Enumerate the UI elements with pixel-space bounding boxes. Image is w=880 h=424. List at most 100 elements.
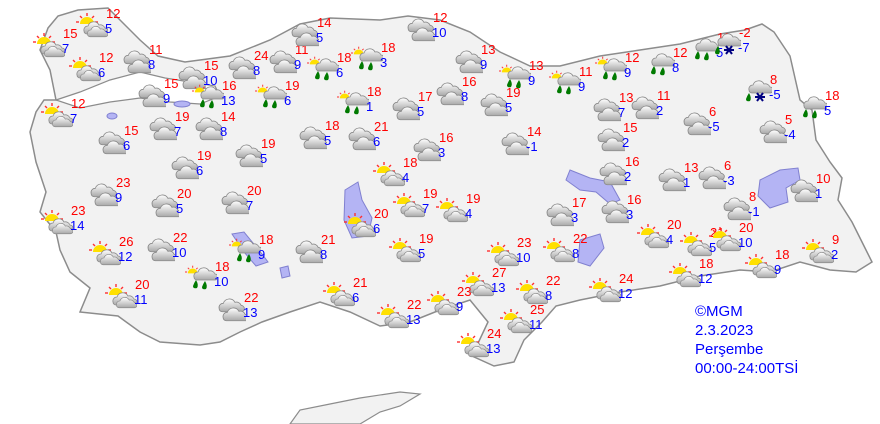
high-temperature: 23	[457, 284, 472, 299]
high-temperature: 21	[353, 275, 368, 290]
station-forecast: 11 2	[627, 89, 675, 122]
low-temperature: 10	[432, 25, 447, 40]
low-temperature: -7	[738, 40, 750, 55]
low-temperature: 6	[123, 138, 131, 153]
station-forecast: 11 9	[549, 64, 597, 98]
high-temperature: 12	[99, 50, 114, 65]
cyprus	[289, 391, 422, 424]
low-temperature: -4	[784, 127, 796, 142]
high-temperature: 23	[71, 203, 86, 218]
station-forecast: 19 5	[389, 231, 437, 265]
high-temperature: 24	[487, 326, 502, 341]
station-forecast: -2 -7	[709, 25, 757, 59]
low-temperature: 8	[320, 247, 328, 262]
low-temperature: 10	[172, 245, 187, 260]
high-temperature: 22	[573, 231, 588, 246]
high-temperature: 11	[149, 42, 163, 57]
low-temperature: 3	[438, 145, 446, 160]
high-temperature: 18	[825, 88, 840, 103]
low-temperature: 7	[174, 124, 182, 139]
low-temperature: 13	[243, 305, 258, 320]
low-temperature: 9	[294, 57, 302, 72]
station-forecast: 18 5	[795, 88, 843, 122]
low-temperature: 5	[709, 240, 717, 255]
high-temperature: 22	[546, 273, 561, 288]
low-temperature: 6	[98, 65, 106, 80]
high-temperature: 18	[699, 256, 714, 271]
station-forecast: 18 9	[229, 232, 277, 266]
low-temperature: 13	[486, 341, 501, 356]
station-forecast: 20 11	[105, 278, 153, 311]
high-temperature: 25	[530, 302, 545, 317]
low-temperature: 6	[284, 93, 292, 108]
high-temperature: 14	[527, 124, 542, 139]
station-forecast: 8 -1	[719, 190, 767, 223]
high-temperature: 19	[285, 78, 300, 93]
turkey-landmass	[29, 7, 873, 367]
high-temperature: 22	[407, 297, 422, 312]
high-temperature: 19	[197, 148, 212, 163]
low-temperature: 7	[618, 105, 626, 120]
low-temperature: 4	[402, 170, 410, 185]
low-temperature: 13	[221, 93, 236, 108]
low-temperature: 5	[260, 151, 268, 166]
high-temperature: 13	[529, 58, 544, 73]
low-temperature: 7	[70, 111, 78, 126]
high-temperature: 19	[419, 231, 434, 246]
high-temperature: 18	[259, 232, 274, 247]
station-forecast: 16 8	[432, 75, 480, 108]
low-temperature: 5	[824, 103, 832, 118]
forecast-period: 00:00-24:00TSİ	[695, 360, 799, 377]
station-forecast: 23 14	[41, 203, 89, 237]
high-temperature: 19	[261, 136, 276, 151]
low-temperature: 5	[324, 133, 332, 148]
station-forecast: 24 8	[224, 49, 272, 82]
station-forecast: 20 5	[147, 187, 195, 220]
station-forecast: 18 4	[373, 156, 421, 189]
low-temperature: 5	[316, 30, 324, 45]
station-forecast: 12 9	[595, 51, 643, 84]
high-temperature: -2	[739, 25, 751, 40]
high-temperature: 11	[579, 64, 593, 79]
station-forecast: 18 10	[185, 260, 233, 293]
low-temperature: 8	[672, 60, 680, 75]
high-temperature: 20	[667, 217, 682, 232]
high-temperature: 17	[572, 195, 587, 210]
high-temperature: 14	[221, 109, 236, 124]
high-temperature: 14	[317, 15, 332, 30]
lake-van	[757, 167, 801, 209]
station-forecast: 21 6	[323, 275, 371, 309]
low-temperature: 13	[491, 280, 506, 295]
station-forecast: 18 3	[351, 41, 399, 74]
high-temperature: 19	[506, 85, 521, 100]
low-temperature: 6	[196, 163, 204, 178]
station-forecast: 19 7	[393, 187, 441, 220]
high-temperature: 15	[63, 26, 78, 41]
low-temperature: 1	[815, 186, 823, 201]
station-forecast: 15 9	[134, 77, 182, 110]
low-temperature: 5	[417, 104, 425, 119]
low-temperature: 5	[176, 201, 184, 216]
lake-manyas	[106, 112, 118, 120]
forecast-day: Perşembe	[695, 341, 764, 358]
low-temperature: 2	[624, 169, 632, 184]
station-forecast: 18 1	[337, 85, 385, 118]
station-forecast: 22 10	[143, 231, 191, 264]
station-forecast: 16 3	[597, 193, 645, 226]
station-forecast: 23 10	[487, 236, 535, 269]
high-temperature: 18	[337, 50, 352, 65]
low-temperature: 8	[545, 288, 553, 303]
low-temperature: 9	[528, 73, 536, 88]
station-forecast: 20 10	[709, 221, 757, 254]
high-temperature: 13	[684, 160, 699, 175]
low-temperature: 9	[774, 262, 782, 277]
low-temperature: -5	[769, 87, 781, 102]
station-forecast: 6 -3	[694, 159, 742, 192]
low-temperature: 8	[148, 57, 156, 72]
high-temperature: 16	[439, 130, 454, 145]
low-temperature: 5	[105, 21, 113, 36]
station-forecast: 16 13	[192, 79, 240, 112]
high-temperature: 22	[244, 290, 259, 305]
station-forecast: 5 -4	[755, 113, 803, 146]
